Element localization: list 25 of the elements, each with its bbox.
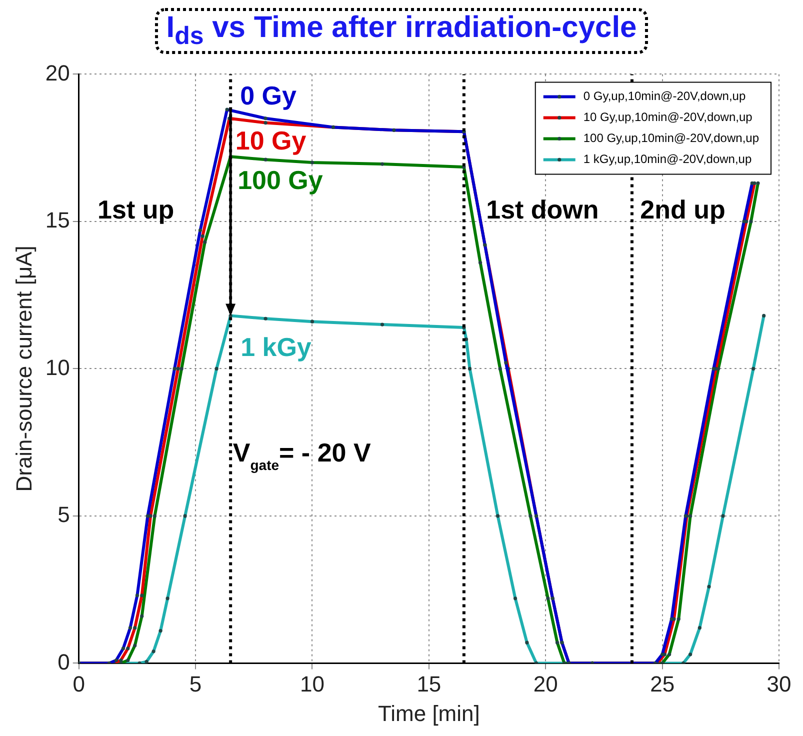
annotation: 2nd up bbox=[640, 194, 726, 224]
x-tick-label: 5 bbox=[189, 671, 202, 696]
annotation: 100 Gy bbox=[238, 164, 324, 195]
annotation: 1st down bbox=[486, 194, 599, 224]
y-tick-label: 5 bbox=[58, 502, 70, 528]
y-tick-label: 10 bbox=[45, 354, 70, 380]
x-tick-label: 25 bbox=[650, 671, 675, 696]
annotation: 1st up bbox=[98, 194, 174, 224]
annotation: 1 kGy bbox=[240, 332, 312, 362]
y-tick-label: 15 bbox=[45, 208, 70, 233]
y-tick-label: 0 bbox=[58, 649, 70, 674]
x-tick-label: 30 bbox=[766, 671, 792, 696]
legend-label: 100 Gy,up,10min@-20V,down,up bbox=[583, 131, 760, 146]
legend-label: 0 Gy,up,10min@-20V,down,up bbox=[583, 89, 746, 104]
legend-label: 10 Gy,up,10min@-20V,down,up bbox=[583, 110, 753, 124]
legend-label: 1 kGy,up,10min@-20V,down,up bbox=[583, 152, 752, 166]
y-axis-title: Drain-source current [μA] bbox=[11, 246, 36, 492]
annotation: 0 Gy bbox=[240, 80, 297, 111]
x-tick-label: 10 bbox=[300, 671, 324, 696]
x-tick-label: 20 bbox=[533, 671, 558, 696]
y-tick-label: 20 bbox=[45, 60, 70, 86]
x-axis-title: Time [min] bbox=[378, 700, 480, 726]
x-tick-label: 15 bbox=[416, 671, 442, 696]
annotation: 10 Gy bbox=[235, 126, 307, 156]
chart-title: I$_{ds}$ vs Time after irradiation-cycle bbox=[155, 8, 648, 54]
